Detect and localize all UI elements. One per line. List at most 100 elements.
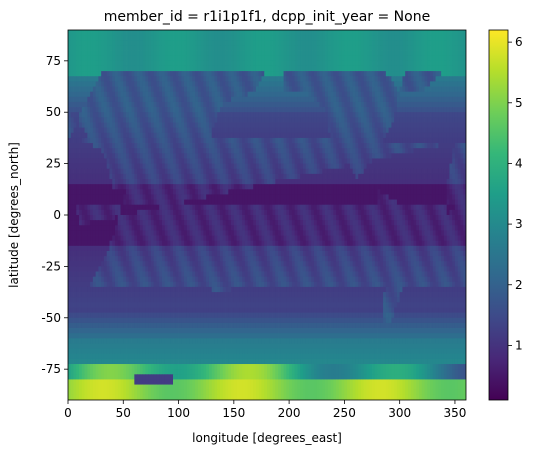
heatmap-cell [424,91,428,98]
heatmap-cell [255,81,260,87]
heatmap-cell [410,30,414,36]
heatmap-cell [300,168,304,175]
heatmap-cell [424,117,428,123]
heatmap-cell [73,117,77,123]
heatmap-cell [253,173,257,180]
heatmap-cell [454,173,459,180]
heatmap-cell [126,127,130,134]
heatmap-cell [84,173,88,180]
heatmap-cell [222,107,226,113]
heatmap-cell [79,55,83,62]
heatmap-cell [405,71,409,77]
heatmap-cell [244,204,249,211]
heatmap-cell [269,148,273,154]
heatmap-cell [239,179,243,185]
heatmap-cell [192,81,196,87]
heatmap-cell [81,163,85,170]
heatmap-cell [358,86,362,93]
heatmap-cell [435,45,439,51]
heatmap-cell [184,189,188,195]
heatmap-cell [349,189,354,195]
heatmap-cell [449,81,453,87]
heatmap-cell [416,148,420,154]
heatmap-cell [325,65,329,72]
heatmap-cell [432,173,436,180]
heatmap-cell [460,65,464,72]
heatmap-cell [173,65,177,72]
heatmap-cell [128,81,132,87]
heatmap-cell [239,163,243,170]
heatmap-cell [264,132,268,139]
heatmap-cell [68,179,72,185]
heatmap-cell [233,148,237,154]
heatmap-cell [264,143,268,149]
heatmap-cell [247,30,251,36]
heatmap-cell [441,122,445,129]
heatmap-cell [352,179,356,185]
heatmap-cell [84,204,88,211]
heatmap-cell [150,199,155,206]
heatmap-cell [289,45,293,51]
heatmap-cell [264,81,268,87]
heatmap-cell [438,81,442,87]
heatmap-cell [101,117,105,123]
heatmap-cell [220,112,224,118]
heatmap-cell [449,137,453,144]
heatmap-cell [405,168,409,175]
heatmap-cell [291,45,296,51]
heatmap-cell [109,184,113,190]
heatmap-cell [253,122,257,129]
heatmap-cell [164,40,168,46]
heatmap-cell [380,45,384,51]
heatmap-cell [358,107,362,113]
heatmap-cell [338,143,343,149]
heatmap-cell [79,30,83,36]
heatmap-cell [73,168,77,175]
heatmap-cell [153,35,157,41]
heatmap-cell [137,50,141,57]
heatmap-cell [275,127,279,134]
heatmap-cell [95,50,99,57]
heatmap-cell [267,71,271,77]
heatmap-cell [120,40,124,46]
heatmap-cell [449,153,453,159]
heatmap-cell [325,55,329,62]
heatmap-cell [159,101,163,108]
heatmap-cell [148,71,152,77]
heatmap-cell [150,117,155,123]
heatmap-cell [101,71,105,77]
heatmap-cell [161,179,166,185]
heatmap-cell [156,40,160,46]
heatmap-cell [360,45,365,51]
heatmap-cell [383,76,387,82]
heatmap-cell [90,86,94,93]
heatmap-cell [253,168,257,175]
heatmap-cell [305,117,309,123]
heatmap-cell [269,76,273,82]
heatmap-cell [103,179,108,185]
heatmap-cell [441,163,445,170]
heatmap-cell [200,35,204,41]
heatmap-cell [73,158,77,165]
heatmap-cell [258,65,262,72]
heatmap-cell [70,86,74,93]
heatmap-cell [244,96,249,103]
heatmap-cell [454,163,459,170]
heatmap-cell [391,184,395,190]
heatmap-cell [178,189,182,195]
heatmap-cell [106,96,110,103]
heatmap-cell [242,179,246,185]
heatmap-cell [402,86,406,93]
heatmap-cell [427,65,431,72]
heatmap-cell [81,194,85,200]
heatmap-cell [333,50,337,57]
heatmap-cell [463,137,466,144]
heatmap-cell [250,173,254,180]
heatmap-cell [247,86,251,93]
heatmap-cell [170,204,174,211]
heatmap-cell [189,101,193,108]
heatmap-cell [250,143,254,149]
heatmap-cell [225,194,229,200]
heatmap-cell [101,153,105,159]
heatmap-cell [192,179,196,185]
